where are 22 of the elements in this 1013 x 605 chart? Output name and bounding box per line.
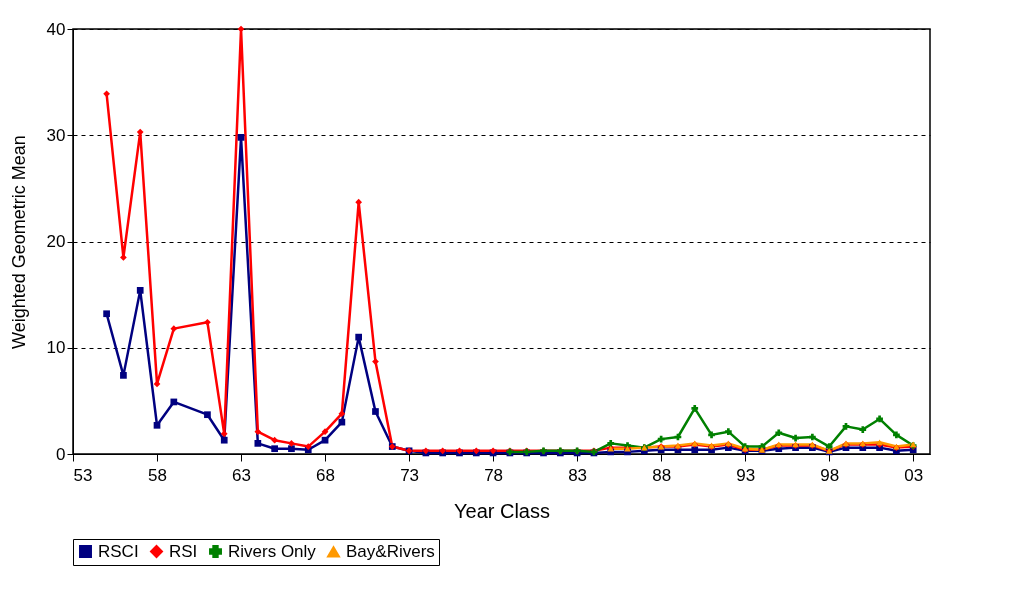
x-axis-title: Year Class bbox=[454, 499, 550, 522]
x-tick-label: 03 bbox=[904, 465, 924, 485]
x-tick-label: 78 bbox=[484, 465, 504, 485]
x-tick-label: 83 bbox=[568, 465, 588, 485]
x-tick-label: 88 bbox=[652, 465, 672, 485]
y-axis-title: Weighted Geometric Mean bbox=[8, 135, 29, 349]
x-tick-label: 73 bbox=[400, 465, 420, 485]
legend-label: RSI bbox=[169, 541, 198, 561]
x-tick-label: 98 bbox=[820, 465, 840, 485]
x-tick-label: 63 bbox=[232, 465, 251, 485]
y-tick-label: 20 bbox=[46, 232, 66, 251]
legend-label: RSCI bbox=[98, 541, 139, 561]
x-tick-label: 93 bbox=[736, 465, 756, 485]
x-tick-label: 53 bbox=[73, 465, 93, 485]
y-tick-label: 40 bbox=[46, 19, 66, 39]
x-tick-label: 68 bbox=[316, 465, 336, 485]
y-tick-label: 30 bbox=[46, 125, 66, 145]
y-tick-label: 0 bbox=[56, 444, 66, 464]
x-tick-label: 58 bbox=[148, 465, 167, 485]
legend-label: Rivers Only bbox=[228, 541, 317, 561]
y-tick-label: 10 bbox=[46, 338, 66, 358]
legend-label: Bay&Rivers bbox=[346, 541, 435, 561]
